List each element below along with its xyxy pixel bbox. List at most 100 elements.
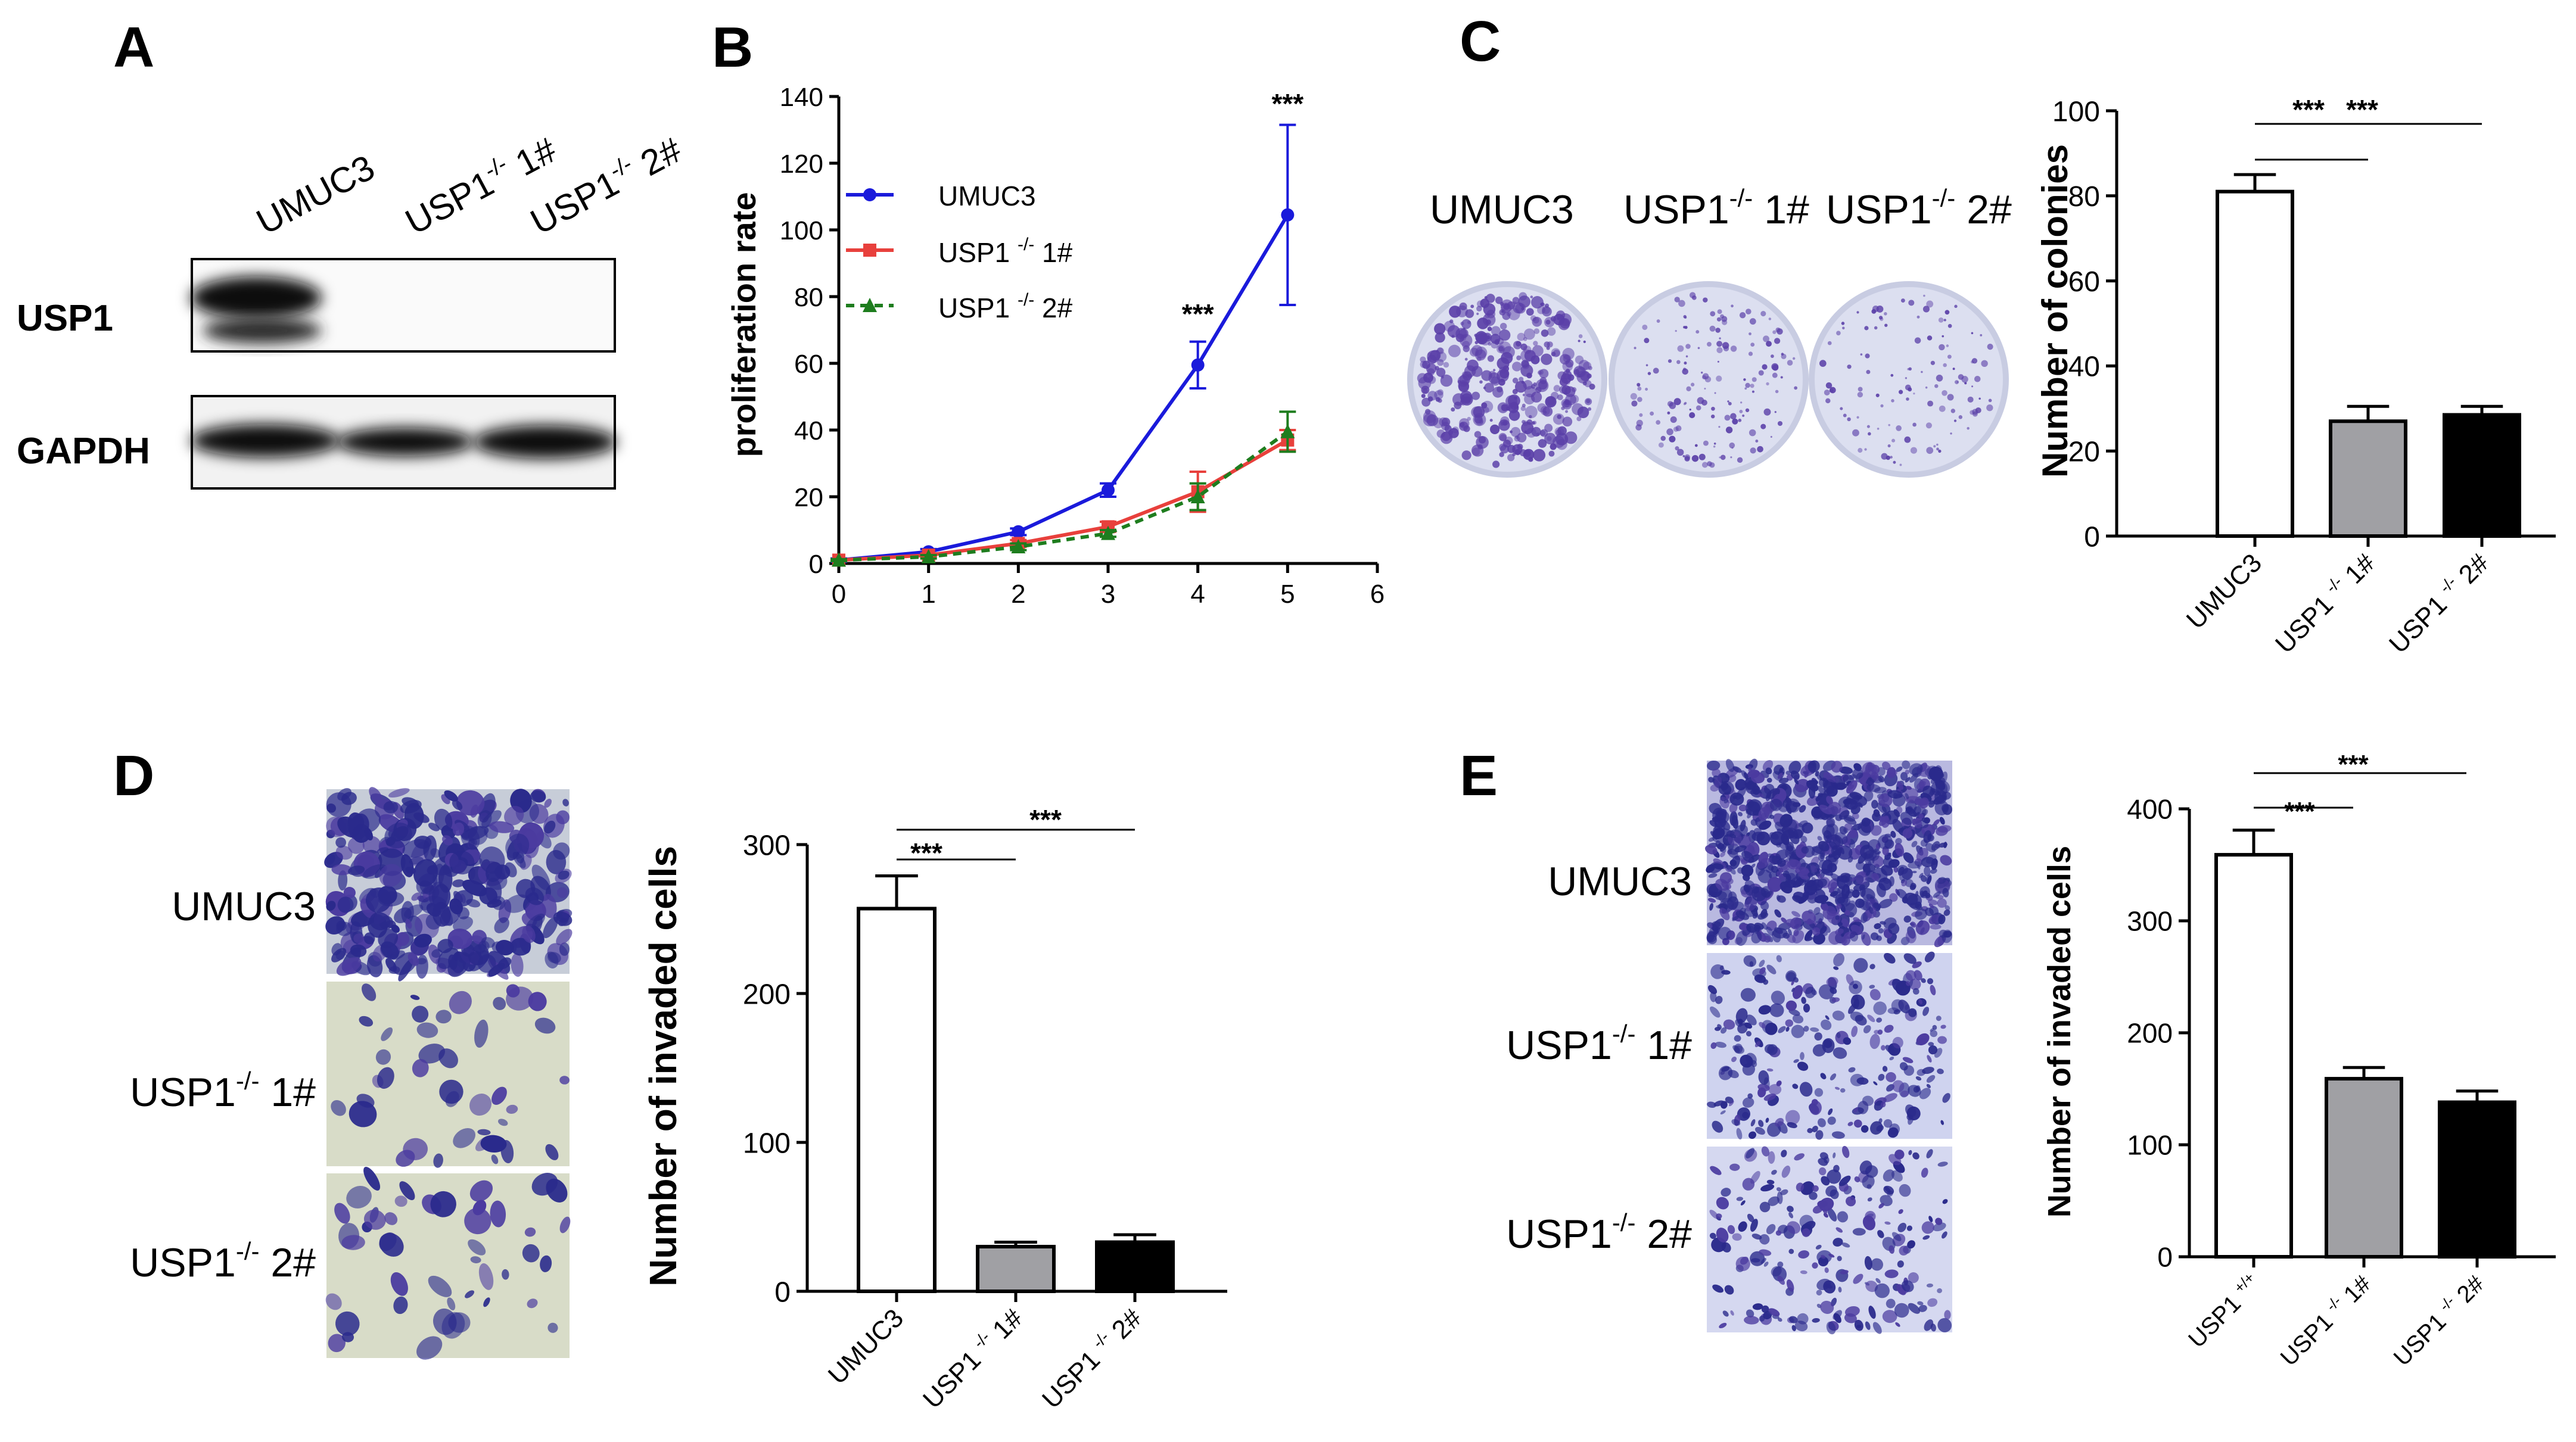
cell	[1852, 1228, 1866, 1236]
cell	[1889, 1057, 1894, 1061]
panel-a-letter: A	[113, 15, 154, 79]
cell	[1943, 842, 1947, 848]
cell	[1869, 989, 1881, 1001]
colony-dot	[1978, 397, 1981, 400]
b-x-tick-label: 2	[1011, 580, 1025, 609]
bar-category-label: UMUC3	[2181, 548, 2267, 634]
panel-c-letter: C	[1460, 10, 1501, 73]
colony-dot	[1757, 446, 1763, 453]
colony-dot	[1516, 432, 1527, 443]
cell	[1766, 964, 1777, 974]
c-bar-chart: 0 20 40 60 80 100 UMUC3 USP1 -/- 1#USP1 -/- 2#	[2052, 96, 2556, 659]
cell	[1927, 875, 1932, 884]
cell	[1777, 1275, 1785, 1285]
cell	[510, 938, 531, 956]
cell	[1730, 855, 1741, 870]
cell	[1791, 1024, 1805, 1038]
cell	[1820, 1073, 1827, 1080]
cell	[1729, 833, 1737, 839]
cell	[1926, 1149, 1933, 1158]
cell	[1847, 1122, 1853, 1126]
cell	[1877, 802, 1887, 814]
cell	[1769, 1003, 1784, 1017]
colony-dot	[1988, 398, 1992, 403]
cell	[1821, 1019, 1832, 1030]
cell	[438, 1048, 458, 1069]
colony-dot	[1583, 362, 1592, 370]
colony-dot	[1474, 431, 1482, 438]
cell	[407, 952, 419, 966]
cell	[527, 1298, 538, 1309]
cell	[1927, 978, 1934, 985]
legend-marker-ko1	[863, 244, 876, 257]
cell	[1792, 1014, 1804, 1024]
colony-dot	[1501, 351, 1513, 365]
cell	[331, 864, 352, 876]
cell	[1889, 1245, 1894, 1254]
colony-dot	[1720, 314, 1725, 319]
cell	[1843, 774, 1855, 784]
colony-dot	[1656, 420, 1661, 425]
cell	[1812, 1126, 1818, 1132]
cell	[1738, 804, 1747, 812]
cell	[1928, 766, 1943, 781]
colony-dot	[1562, 416, 1573, 427]
cell	[1785, 1000, 1797, 1011]
cell	[1831, 834, 1844, 846]
b-y-tick-label: 20	[794, 483, 823, 512]
cell	[1895, 1322, 1900, 1327]
cell	[1766, 1179, 1775, 1185]
cell	[502, 1269, 509, 1280]
colony-dot	[1471, 391, 1480, 400]
cell	[1782, 870, 1790, 878]
cell	[383, 801, 399, 814]
colony-dot	[1912, 422, 1917, 427]
cell	[427, 865, 438, 875]
colony-dot	[1921, 370, 1923, 373]
colony-dot	[1710, 414, 1715, 419]
colony-dishes	[1407, 281, 2009, 478]
colony-dot	[1971, 358, 1978, 364]
cell	[1778, 777, 1789, 784]
cell	[435, 1010, 452, 1024]
cell	[1801, 996, 1806, 1004]
cell	[434, 808, 453, 832]
cell	[1844, 823, 1853, 831]
cell	[556, 887, 568, 898]
cell	[385, 958, 397, 973]
cell	[522, 1244, 540, 1263]
colony-dot	[1480, 298, 1490, 309]
cell	[1862, 863, 1876, 873]
colony-dot	[1464, 357, 1468, 361]
cell	[1819, 1197, 1834, 1211]
cell	[1823, 1280, 1836, 1294]
cell	[1738, 812, 1743, 817]
b-series-line-0	[838, 214, 1289, 562]
cell	[1812, 927, 1821, 936]
cell	[1939, 817, 1945, 825]
cell	[1863, 1025, 1871, 1033]
colony-dot	[1713, 445, 1716, 448]
cell	[1819, 926, 1827, 935]
bar-0	[2216, 189, 2294, 538]
dish-2	[1809, 281, 2009, 478]
cell	[1799, 868, 1810, 880]
colony-dot	[1529, 415, 1532, 419]
colony-dot	[1437, 359, 1444, 366]
cell	[1828, 1253, 1835, 1258]
cell	[1921, 1221, 1934, 1234]
colony-dot	[1943, 363, 1947, 367]
colony-dot	[1746, 309, 1751, 314]
colony-dot	[1444, 425, 1452, 432]
colony-dot	[1550, 391, 1559, 400]
cell	[1742, 1063, 1755, 1076]
cell	[1864, 1256, 1872, 1270]
colony-dot	[1856, 416, 1859, 419]
colony-dot	[1715, 328, 1721, 333]
cell	[559, 1216, 571, 1234]
cell	[1826, 796, 1833, 805]
cell	[1853, 958, 1868, 973]
colony-dot	[1449, 319, 1454, 323]
colony-dot	[1519, 292, 1527, 301]
cell	[1849, 980, 1862, 995]
